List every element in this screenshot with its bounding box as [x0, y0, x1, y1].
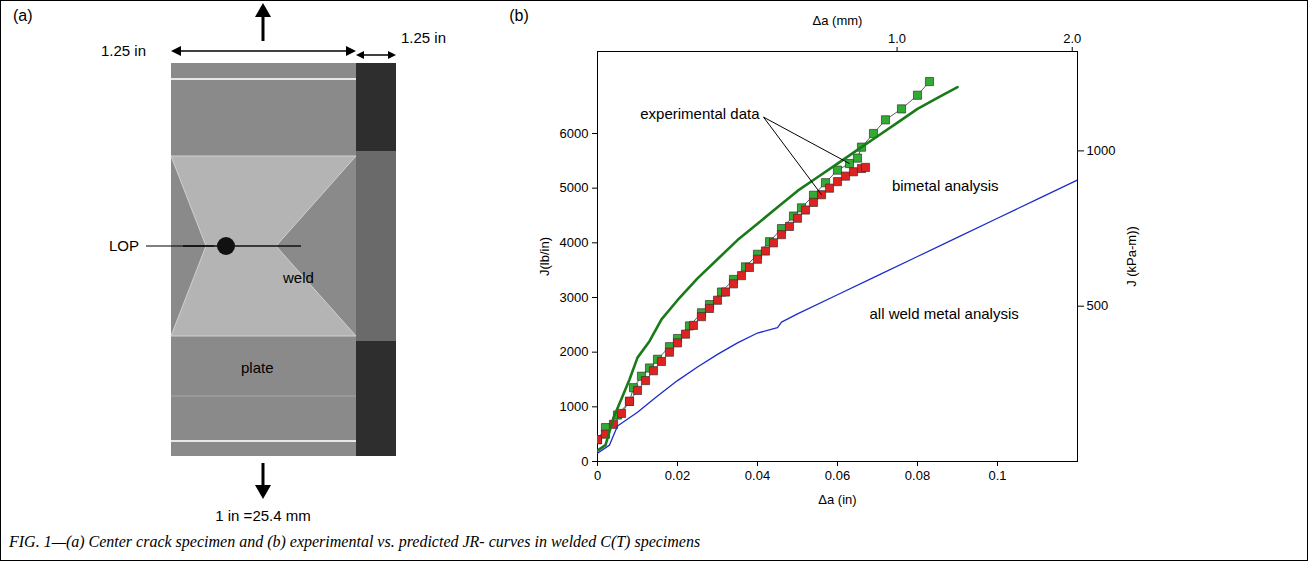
svg-text:3000: 3000 — [560, 290, 589, 305]
svg-text:1.25 in: 1.25 in — [101, 42, 146, 59]
svg-text:0: 0 — [594, 468, 601, 483]
svg-text:all weld metal analysis: all weld metal analysis — [870, 305, 1019, 322]
svg-text:6000: 6000 — [560, 126, 589, 141]
svg-text:experimental data: experimental data — [640, 105, 760, 122]
svg-text:0.1: 0.1 — [988, 468, 1006, 483]
svg-text:2.0: 2.0 — [1063, 31, 1081, 46]
svg-text:5000: 5000 — [560, 180, 589, 195]
svg-text:1000: 1000 — [560, 399, 589, 414]
svg-text:plate: plate — [241, 359, 274, 376]
svg-text:(b): (b) — [509, 7, 529, 24]
svg-text:0: 0 — [581, 454, 588, 469]
svg-text:weld: weld — [282, 269, 314, 286]
svg-text:J(lb/in): J(lb/in) — [537, 237, 552, 276]
svg-text:0.06: 0.06 — [825, 468, 850, 483]
svg-text:0.04: 0.04 — [745, 468, 770, 483]
html-text:FIG. 1—(a) Center crack specim: FIG. 1—(a) Center crack specimen and (b)… — [9, 533, 701, 550]
svg-text:1000: 1000 — [1087, 143, 1116, 158]
svg-text:Δa (in): Δa (in) — [818, 492, 856, 507]
svg-text:1 in =25.4 mm: 1 in =25.4 mm — [215, 507, 310, 524]
svg-text:bimetal analysis: bimetal analysis — [892, 177, 999, 194]
svg-text:1.25 in: 1.25 in — [401, 29, 446, 46]
svg-text:1.0: 1.0 — [888, 31, 906, 46]
svg-text:500: 500 — [1087, 298, 1109, 313]
svg-text:4000: 4000 — [560, 235, 589, 250]
svg-text:(a): (a) — [13, 7, 33, 24]
svg-text:J (kPa-m)): J (kPa-m)) — [1124, 226, 1139, 287]
svg-text:2000: 2000 — [560, 344, 589, 359]
svg-text:LOP: LOP — [109, 237, 139, 254]
svg-text:0.08: 0.08 — [905, 468, 930, 483]
svg-text:0.02: 0.02 — [665, 468, 690, 483]
svg-text:Δa (mm): Δa (mm) — [813, 13, 863, 28]
